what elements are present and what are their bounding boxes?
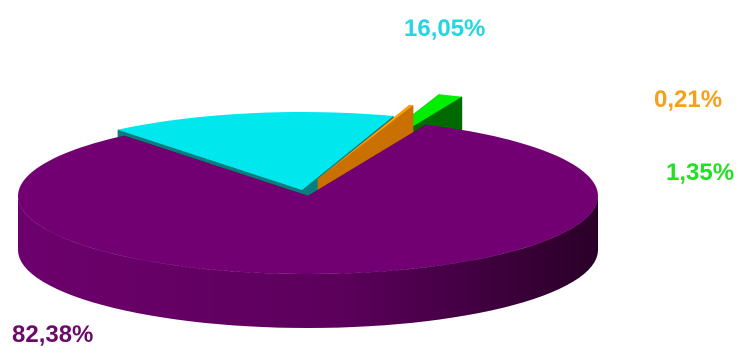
slice-side-purple [18, 196, 598, 328]
slice-top-orange [318, 104, 414, 179]
slice-label-purple: 82,38% [12, 321, 93, 348]
slice-top-cyan [117, 112, 394, 190]
slice-label-orange: 0,21% [654, 86, 722, 113]
slice-label-cyan: 16,05% [404, 15, 485, 42]
slice-top-purple [18, 124, 598, 274]
slice-label-green: 1,35% [666, 159, 734, 186]
slice-purple [18, 124, 598, 328]
